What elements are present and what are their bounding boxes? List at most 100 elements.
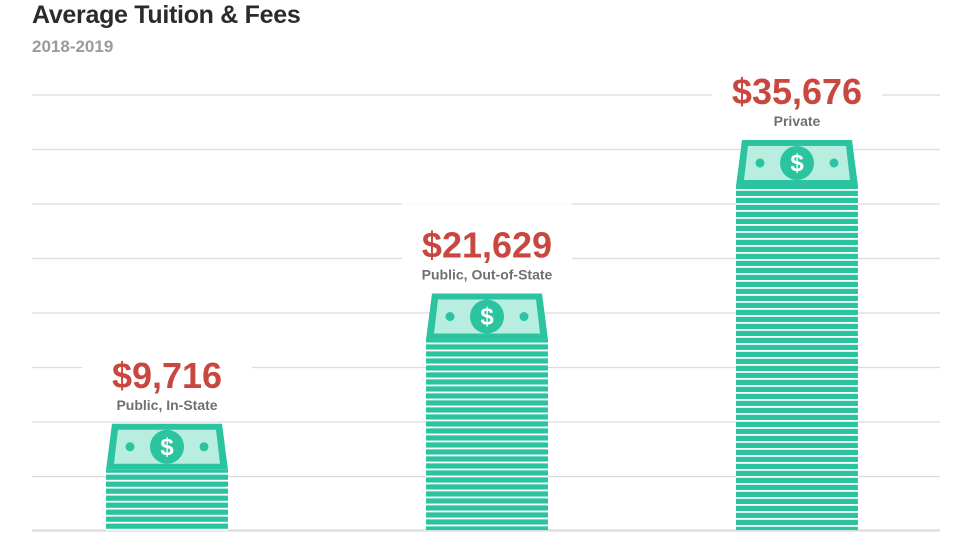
bill-stripe [736, 203, 858, 205]
bill-dot-icon [519, 312, 529, 322]
bill-stripe [736, 357, 858, 359]
bill-stripe [736, 301, 858, 303]
bill-stripe [736, 511, 858, 513]
value-label: $9,716 [112, 355, 222, 396]
bill-stripe [106, 493, 228, 496]
bill-stripe [736, 245, 858, 247]
bill-dot-icon [829, 158, 839, 168]
bill-stripe [736, 441, 858, 443]
bill-stripe [106, 486, 228, 489]
bill-stripe [736, 525, 858, 527]
bill-stripe [106, 507, 228, 510]
bill-stripe [736, 364, 858, 366]
bill-stripe [426, 447, 548, 450]
bill-stripe [426, 363, 548, 366]
bill-stripe [426, 503, 548, 506]
bill-stripe [736, 420, 858, 422]
bill-stripe [426, 356, 548, 359]
bill-stripe [736, 224, 858, 226]
bill-stripe [736, 462, 858, 464]
label-backdrop [712, 50, 882, 128]
bill-stripe [426, 412, 548, 415]
bill-stripe [736, 350, 858, 352]
bill-stripe [736, 196, 858, 198]
bill-stripe [426, 391, 548, 394]
bill-stripe [426, 398, 548, 401]
bill-stripe [736, 427, 858, 429]
bill-stripe [106, 479, 228, 482]
bill-stripe [736, 343, 858, 345]
bill-stripe [426, 370, 548, 373]
bill-stripe [736, 518, 858, 520]
bill-stripe [736, 266, 858, 268]
bill-stripe [426, 454, 548, 457]
bill-stripe [426, 440, 548, 443]
bill-stripe [736, 378, 858, 380]
bill-stripe [736, 476, 858, 478]
bill-stripe [736, 322, 858, 324]
bill-stripe [736, 329, 858, 331]
bill-stripe [736, 469, 858, 471]
bill-stripe [426, 384, 548, 387]
bill-stripe [736, 294, 858, 296]
dollar-sign-icon: $ [160, 434, 174, 461]
bill-dot-icon [755, 158, 765, 168]
bill-stripe [736, 385, 858, 387]
bill-stripe [736, 280, 858, 282]
bill-dot-icon [199, 442, 209, 452]
bill-stripe [736, 231, 858, 233]
bill-stripe [106, 521, 228, 524]
bill-stripe [106, 528, 228, 531]
bill-stripe [426, 517, 548, 520]
bill-stripe [736, 504, 858, 506]
bill-stripe [426, 461, 548, 464]
bill-stripe [106, 500, 228, 503]
bill-stripe [736, 287, 858, 289]
dollar-sign-icon: $ [480, 304, 494, 331]
bill-stripe [736, 273, 858, 275]
bill-stack [106, 469, 228, 530]
bill-stripe [736, 399, 858, 401]
bill-stripe [426, 510, 548, 513]
bill-stripe [736, 483, 858, 485]
label-backdrop [402, 203, 572, 282]
bill-stripe [736, 238, 858, 240]
bill-stripe [736, 210, 858, 212]
bill-stripe [426, 489, 548, 492]
bill-stripe [426, 377, 548, 380]
bill-stripe [736, 315, 858, 317]
bill-stripe [426, 524, 548, 527]
value-label: $35,676 [732, 71, 862, 112]
bill-stripe [736, 413, 858, 415]
bill-dot-icon [445, 312, 455, 322]
bill-stripe [736, 406, 858, 408]
bill-stripe [736, 490, 858, 492]
dollar-sign-icon: $ [790, 150, 804, 177]
category-label: Public, Out-of-State [422, 267, 553, 283]
bill-stripe [426, 496, 548, 499]
bill-stripe [426, 482, 548, 485]
bill-stripe [426, 419, 548, 422]
bill-stripe [426, 433, 548, 436]
category-label: Private [774, 113, 821, 129]
bill-stripe [736, 448, 858, 450]
bill-stripe [736, 497, 858, 499]
chart-subtitle: 2018-2019 [32, 37, 114, 56]
bill-stripe [426, 426, 548, 429]
bill-stripe [106, 514, 228, 517]
bill-stripe [426, 349, 548, 352]
bill-stripe [426, 475, 548, 478]
bill-stripe [736, 336, 858, 338]
bill-stripe [736, 217, 858, 219]
bill-stripe [736, 189, 858, 191]
chart-title: Average Tuition & Fees [32, 1, 301, 29]
bill-stripe [736, 371, 858, 373]
category-label: Public, In-State [116, 397, 217, 413]
bill-stripe [736, 434, 858, 436]
dollar-coin-icon [150, 429, 184, 464]
bill-stripe [736, 259, 858, 261]
